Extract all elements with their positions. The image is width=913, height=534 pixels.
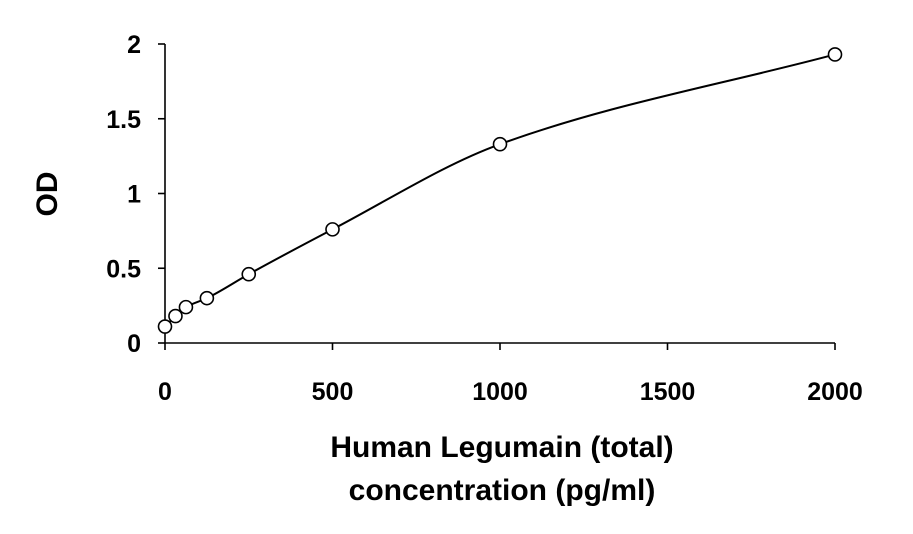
fitted-curve	[164, 53, 836, 328]
x-axis-title-line-2: concentration (pg/ml)	[349, 474, 656, 507]
x-tick-label: 1000	[472, 378, 528, 406]
data-point-marker	[157, 319, 173, 334]
data-point-marker	[199, 290, 215, 306]
data-points	[157, 47, 843, 334]
y-tick-label: 1.5	[106, 106, 141, 134]
data-point-marker	[827, 47, 843, 62]
y-axis-title: OD	[31, 172, 64, 217]
data-point-marker	[168, 308, 183, 324]
y-tick-label: 0.5	[106, 255, 141, 283]
y-axis-ticks: 0 0.5 1 1.5 2	[106, 31, 165, 358]
axes	[164, 44, 835, 344]
x-axis-title-line-1: Human Legumain (total)	[330, 431, 673, 464]
data-point-marker	[325, 222, 340, 237]
x-tick-label: 2000	[807, 378, 863, 406]
data-point-marker	[241, 266, 257, 282]
data-point-marker	[178, 299, 194, 315]
x-axis-ticks: 0 500 1000 1500 2000	[158, 343, 863, 406]
y-tick-label: 2	[127, 31, 141, 59]
y-tick-label: 1	[127, 181, 141, 209]
y-tick-label: 0	[127, 330, 141, 358]
x-tick-label: 0	[158, 378, 172, 406]
x-tick-label: 1500	[640, 378, 696, 406]
data-point-marker	[492, 136, 508, 152]
x-tick-label: 500	[312, 378, 354, 406]
